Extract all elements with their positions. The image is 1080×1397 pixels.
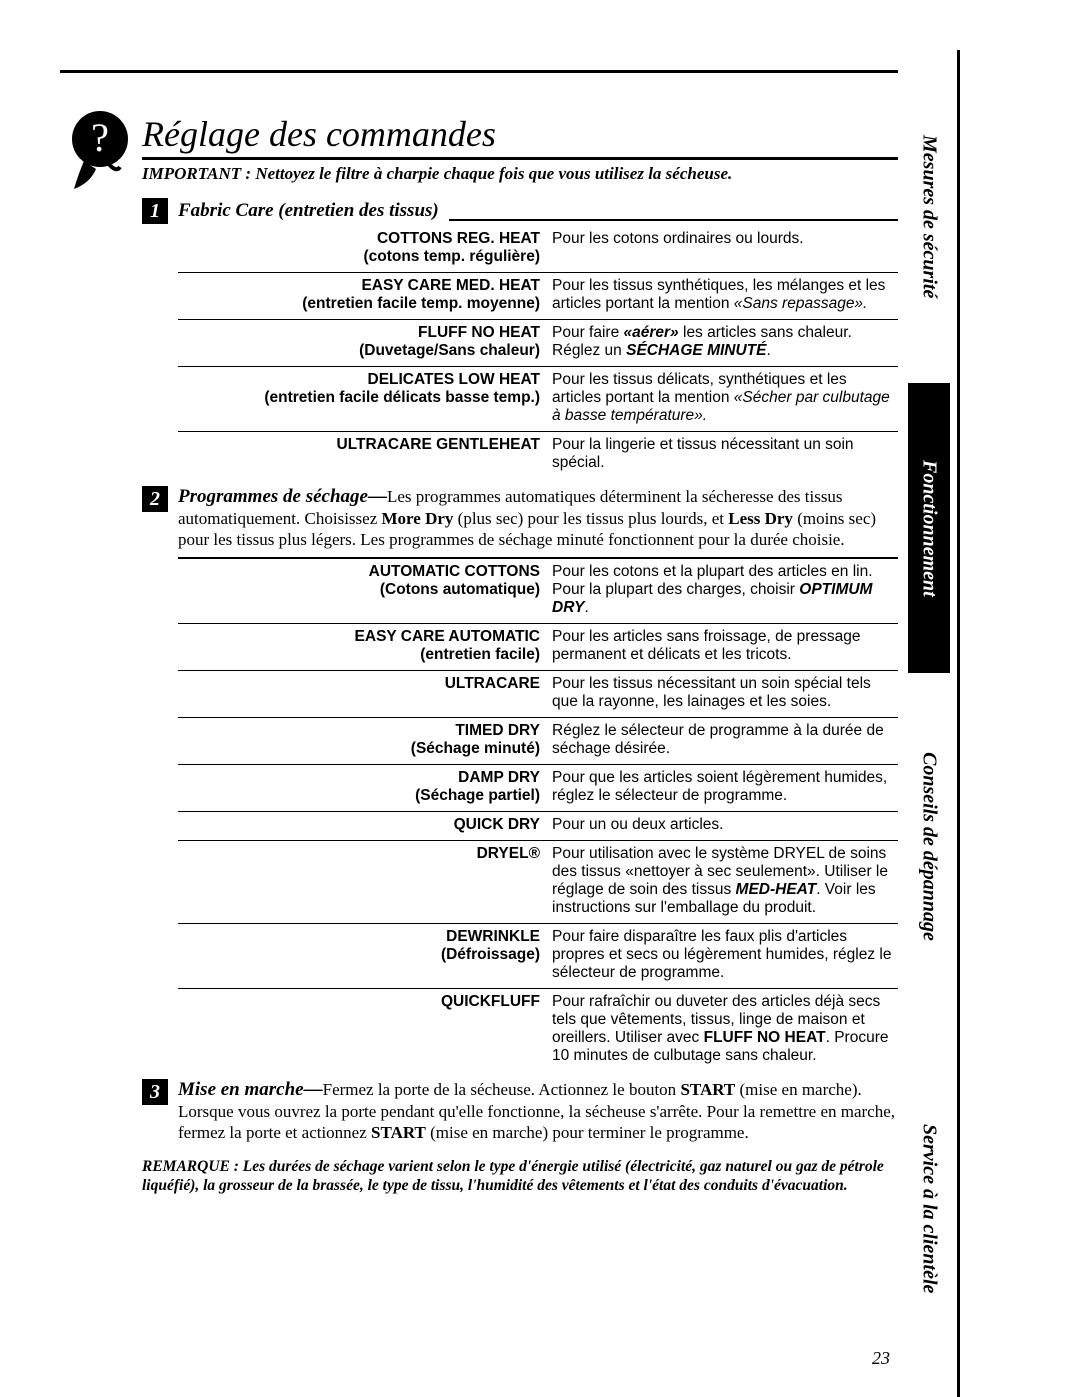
t: More Dry bbox=[382, 509, 454, 528]
sublabel: (Duvetage/Sans chaleur) bbox=[359, 342, 540, 359]
row-easy-care-auto: EASY CARE AUTOMATIC (entretien facile) P… bbox=[178, 623, 898, 670]
sublabel: (entretien facile délicats basse temp.) bbox=[264, 389, 540, 406]
label: AUTOMATIC COTTONS bbox=[369, 563, 540, 580]
step-badge-3: 3 bbox=[142, 1079, 168, 1105]
title-block: ? Réglage des commandes IMPORTANT : Nett… bbox=[60, 113, 898, 184]
row-quick-dry: QUICK DRY Pour un ou deux articles. bbox=[178, 811, 898, 840]
section-2-lead: Programmes de séchage— bbox=[178, 486, 387, 507]
desc: Pour faire «aérer» les articles sans cha… bbox=[550, 320, 898, 367]
sublabel: (Défroissage) bbox=[441, 946, 540, 963]
sublabel: (Séchage partiel) bbox=[415, 787, 540, 804]
section-2-head: 2 Programmes de séchage—Les programmes a… bbox=[142, 486, 898, 559]
tab-fonctionnement[interactable]: Fonctionnement bbox=[908, 383, 950, 673]
t: . bbox=[766, 342, 770, 359]
desc: Pour que les articles soient légèrement … bbox=[550, 764, 898, 811]
t: Fermez la porte de la sécheuse. Actionne… bbox=[323, 1080, 681, 1099]
section-1-head: 1 Fabric Care (entretien des tissus) bbox=[142, 198, 898, 224]
label: DRYEL® bbox=[477, 845, 540, 862]
row-quickfluff: QUICKFLUFF Pour rafraîchir ou duveter de… bbox=[178, 988, 898, 1071]
row-ultracare: ULTRACARE Pour les tissus nécessitant un… bbox=[178, 670, 898, 717]
desc: Pour rafraîchir ou duveter des articles … bbox=[550, 988, 898, 1071]
vertical-divider bbox=[957, 50, 960, 1397]
section-1-table: COTTONS REG. HEAT (cotons temp. régulièr… bbox=[178, 226, 898, 478]
desc: Pour les tissus nécessitant un soin spéc… bbox=[550, 670, 898, 717]
label: TIMED DRY bbox=[455, 722, 540, 739]
row-timed-dry: TIMED DRY (Séchage minuté) Réglez le sél… bbox=[178, 717, 898, 764]
row-cottons-reg: COTTONS REG. HEAT (cotons temp. régulièr… bbox=[178, 226, 898, 273]
tab-depannage[interactable]: Conseils de dépannage bbox=[908, 673, 950, 1021]
desc-italic: «Sans repassage». bbox=[734, 295, 868, 312]
step-badge-1: 1 bbox=[142, 198, 168, 224]
sublabel: (Séchage minuté) bbox=[411, 740, 540, 757]
t: (plus sec) pour les tissus plus lourds, … bbox=[453, 509, 728, 528]
label: DAMP DRY bbox=[458, 769, 540, 786]
sublabel: (entretien facile) bbox=[420, 646, 540, 663]
desc: Pour les articles sans froissage, de pre… bbox=[550, 623, 898, 670]
section-2-table: AUTOMATIC COTTONS (Cotons automatique) P… bbox=[178, 559, 898, 1071]
t: FLUFF NO HEAT bbox=[704, 1029, 826, 1046]
label: EASY CARE MED. HEAT bbox=[361, 277, 540, 294]
page: Mesures de sécurité Fonctionnement Conse… bbox=[0, 0, 1080, 1397]
step-badge-2: 2 bbox=[142, 486, 168, 512]
sublabel: (cotons temp. régulière) bbox=[363, 248, 540, 265]
desc: Pour les cotons et la plupart des articl… bbox=[550, 559, 898, 624]
tab-service[interactable]: Service à la clientèle bbox=[908, 1020, 950, 1397]
sublabel: (entretien facile temp. moyenne) bbox=[302, 295, 540, 312]
t: «aérer» bbox=[624, 324, 679, 341]
section-3-lead: Mise en marche— bbox=[178, 1079, 323, 1100]
svg-text:?: ? bbox=[91, 115, 109, 160]
t: MED-HEAT bbox=[736, 881, 817, 898]
sublabel: (Cotons automatique) bbox=[380, 581, 540, 598]
page-number: 23 bbox=[872, 1348, 890, 1369]
section-1-title: Fabric Care (entretien des tissus) bbox=[178, 200, 439, 222]
tab-securite[interactable]: Mesures de sécurité bbox=[908, 50, 950, 383]
rule bbox=[449, 219, 898, 221]
row-dryel: DRYEL® Pour utilisation avec le système … bbox=[178, 840, 898, 923]
desc: Pour les cotons ordinaires ou lourds. bbox=[550, 226, 898, 273]
side-tabs: Mesures de sécurité Fonctionnement Conse… bbox=[908, 50, 950, 1397]
row-dewrinkle: DEWRINKLE (Défroissage) Pour faire dispa… bbox=[178, 923, 898, 988]
row-auto-cottons: AUTOMATIC COTTONS (Cotons automatique) P… bbox=[178, 559, 898, 624]
remark-text: REMARQUE : Les durées de séchage varient… bbox=[142, 1157, 898, 1196]
t: Less Dry bbox=[728, 509, 793, 528]
row-easy-care-med: EASY CARE MED. HEAT (entretien facile te… bbox=[178, 273, 898, 320]
desc: Pour les tissus synthétiques, les mélang… bbox=[550, 273, 898, 320]
desc: Pour utilisation avec le système DRYEL d… bbox=[550, 840, 898, 923]
label: QUICKFLUFF bbox=[441, 993, 540, 1010]
t: Pour faire bbox=[552, 324, 624, 341]
row-fluff-no-heat: FLUFF NO HEAT (Duvetage/Sans chaleur) Po… bbox=[178, 320, 898, 367]
rule bbox=[178, 557, 898, 559]
label: QUICK DRY bbox=[454, 816, 540, 833]
t: START bbox=[680, 1080, 735, 1099]
label: ULTRACARE bbox=[445, 675, 540, 692]
desc: Pour faire disparaître les faux plis d'a… bbox=[550, 923, 898, 988]
section-3-head: 3 Mise en marche—Fermez la porte de la s… bbox=[142, 1079, 898, 1144]
t: (mise en marche) pour terminer le progra… bbox=[426, 1123, 749, 1142]
t: START bbox=[371, 1123, 426, 1142]
row-delicates-low: DELICATES LOW HEAT (entretien facile dél… bbox=[178, 367, 898, 432]
label: EASY CARE AUTOMATIC bbox=[355, 628, 540, 645]
desc: Réglez le sélecteur de programme à la du… bbox=[550, 717, 898, 764]
label: COTTONS REG. HEAT bbox=[377, 230, 540, 247]
label: DEWRINKLE bbox=[446, 928, 540, 945]
row-damp-dry: DAMP DRY (Séchage partiel) Pour que les … bbox=[178, 764, 898, 811]
top-rule bbox=[60, 70, 898, 73]
label: ULTRACARE GENTLEHEAT bbox=[337, 436, 541, 453]
desc: Pour les tissus délicats, synthétiques e… bbox=[550, 367, 898, 432]
t: . bbox=[584, 599, 588, 616]
row-ultracare-gentle: ULTRACARE GENTLEHEAT Pour la lingerie et… bbox=[178, 432, 898, 479]
t: SÉCHAGE MINUTÉ bbox=[626, 342, 766, 359]
label: FLUFF NO HEAT bbox=[418, 324, 540, 341]
question-head-icon: ? bbox=[60, 103, 138, 193]
label: DELICATES LOW HEAT bbox=[368, 371, 541, 388]
content: ? Réglage des commandes IMPORTANT : Nett… bbox=[0, 0, 908, 1397]
page-title: Réglage des commandes bbox=[142, 113, 898, 155]
desc: Pour la lingerie et tissus nécessitant u… bbox=[550, 432, 898, 479]
title-rule bbox=[142, 157, 898, 160]
intro-text: IMPORTANT : Nettoyez le filtre à charpie… bbox=[142, 164, 898, 184]
desc: Pour un ou deux articles. bbox=[550, 811, 898, 840]
